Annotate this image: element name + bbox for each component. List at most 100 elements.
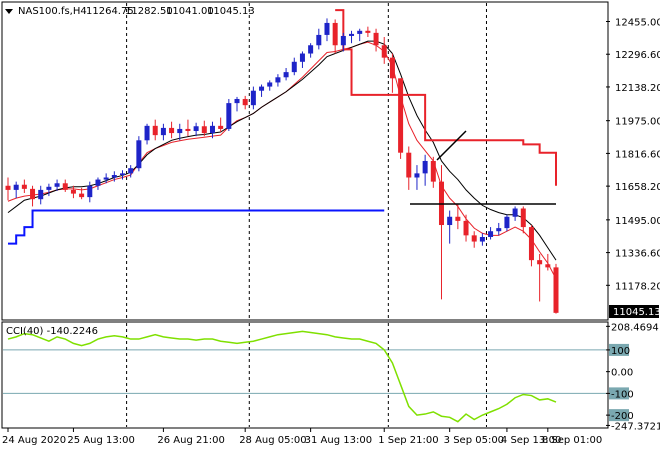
bear-candle[interactable] [242,98,248,106]
bull-candle[interactable] [160,127,166,136]
collapse-triangle-icon[interactable] [5,9,13,14]
bull-candle[interactable] [299,53,305,62]
price-tick-label: 11816.60 [615,149,660,160]
price-tick-label: 12455.00 [615,17,660,28]
price-panel-frame [1,1,609,321]
cci-separators [126,323,487,427]
bull-candle[interactable] [87,185,93,198]
bull-candle[interactable] [95,179,101,186]
cci-tick-label: -100 [611,389,634,400]
bull-candle[interactable] [38,189,44,200]
bull-candle[interactable] [275,77,281,83]
bear-candle[interactable] [528,227,534,261]
support-step-line [8,209,385,245]
bull-candle[interactable] [144,125,150,141]
bull-candle[interactable] [177,128,183,134]
cci-panel-frame [1,321,609,429]
bull-candle[interactable] [316,34,322,46]
bull-candle[interactable] [504,216,510,229]
bear-candle[interactable] [21,184,27,189]
cci-level-badge [609,409,629,422]
rising-trendline[interactable] [436,130,467,161]
cci-title: CCI(40) -140.2246 [6,326,98,337]
bull-candle[interactable] [120,173,126,176]
bull-candle[interactable] [422,160,428,174]
bear-candle[interactable] [537,260,543,265]
cci-tick-label: -200 [611,411,634,422]
bear-candle[interactable] [169,127,175,134]
price-tick-label: 11336.60 [615,249,660,260]
bear-candle[interactable] [471,235,477,242]
bear-candle[interactable] [201,126,207,134]
bear-candle[interactable] [553,267,559,313]
cci-tick-label: -247.3721 [611,421,660,432]
bull-candle[interactable] [447,216,453,226]
bull-candle[interactable] [259,86,265,91]
bear-candle[interactable] [463,220,469,236]
cci-line [7,330,557,423]
bull-candle[interactable] [226,103,232,129]
current-price-text: 11045.13 [613,307,660,318]
bull-candle[interactable] [250,90,256,106]
bull-candle[interactable] [308,45,314,54]
cci-level-badge [609,343,629,356]
bull-candle[interactable] [209,125,215,134]
bull-candle[interactable] [136,140,142,169]
bear-candle[interactable] [545,264,551,268]
bear-candle[interactable] [79,193,85,198]
bear-candle[interactable] [185,128,191,132]
time-tick-label: 26 Aug 21:00 [157,435,224,446]
bull-candle[interactable] [111,175,117,178]
bull-candle[interactable] [291,61,297,73]
bull-candle[interactable] [512,208,518,217]
bull-candle[interactable] [128,168,134,174]
bear-candle[interactable] [406,152,412,178]
bull-candle[interactable] [324,22,330,35]
bull-candle[interactable] [13,184,19,190]
bear-candle[interactable] [430,160,436,182]
bull-candle[interactable] [414,173,420,178]
time-tick-label: 25 Aug 13:00 [67,435,134,446]
resistance-step-line [335,9,557,186]
cci-axis: 208.4694 100 0.00 -100 -200-247.3721 [606,322,660,432]
bull-candle[interactable] [349,33,355,36]
bull-candle[interactable] [283,72,289,78]
bear-candle[interactable] [373,32,379,46]
bear-candle[interactable] [455,216,461,221]
bear-candle[interactable] [218,125,224,129]
price-tick-label: 12296.60 [615,50,660,61]
cci-level-badge [609,387,629,400]
bull-candle[interactable] [193,126,199,132]
bear-candle[interactable] [365,30,371,33]
bear-candle[interactable] [152,125,158,136]
high-value: 11282.50 [125,6,173,17]
bear-candle[interactable] [30,188,36,200]
bull-candle[interactable] [496,228,502,232]
bear-candle[interactable] [520,208,526,228]
bear-candle[interactable] [5,185,11,190]
bear-candle[interactable] [381,45,387,58]
bear-candle[interactable] [70,189,76,194]
bull-candle[interactable] [479,237,485,242]
current-price-box [609,305,659,318]
cci-levels [3,349,606,394]
low-value: 11041.00 [166,6,214,17]
bull-candle[interactable] [54,183,60,187]
price-tick-label: 11495.00 [615,216,660,227]
bull-candle[interactable] [488,231,494,238]
bear-candle[interactable] [389,57,395,79]
price-axis: 12455.00 12296.60 12138.20 11975.00 11816.60… [606,17,660,292]
price-tick-label: 11975.00 [615,117,660,128]
bear-candle[interactable] [62,183,68,190]
open-value: 11264.75 [86,6,134,17]
bull-candle[interactable] [103,177,109,180]
bear-candle[interactable] [332,22,338,46]
bull-candle[interactable] [234,98,240,104]
bull-candle[interactable] [46,186,52,190]
bull-candle[interactable] [357,30,363,34]
bull-candle[interactable] [267,82,273,87]
bear-candle[interactable] [398,78,404,153]
bull-candle[interactable] [340,35,346,46]
